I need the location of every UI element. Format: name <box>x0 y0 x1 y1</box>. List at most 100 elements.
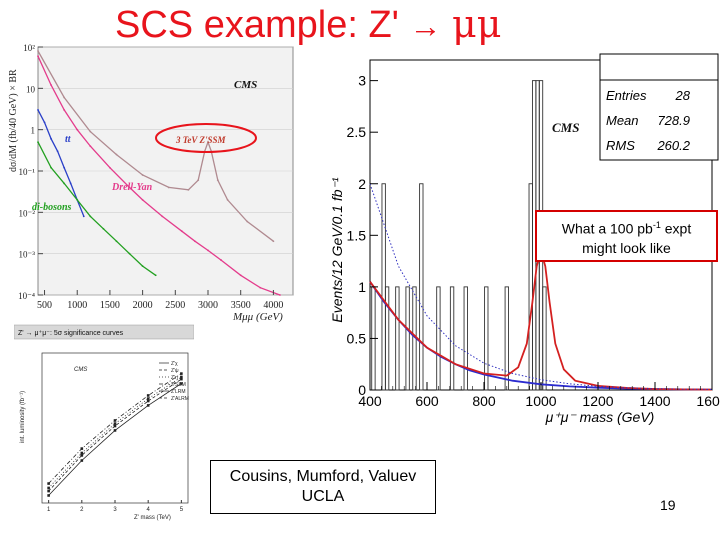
data-point <box>80 447 84 450</box>
annotation-line2: might look like <box>582 239 671 256</box>
data-point <box>154 274 157 277</box>
data-point <box>63 109 66 111</box>
legend-tt: tt <box>65 134 72 145</box>
data-point <box>69 182 72 185</box>
data-point <box>246 220 249 223</box>
rt-x-axis-label: μ⁺μ⁻ mass (GeV) <box>545 409 655 425</box>
data-point <box>180 230 183 233</box>
x-tick-label: 1500 <box>100 300 120 311</box>
y-tick-label: 10² <box>23 43 35 53</box>
data-point <box>272 240 275 243</box>
legend-di-bosons: di-bosons <box>32 202 72 213</box>
y-tick-label: 1 <box>31 126 36 136</box>
x-tick-label: 2500 <box>165 300 185 311</box>
lb-title: Z' → μ⁺μ⁻: 5σ significance curves <box>18 330 124 337</box>
data-point <box>141 174 144 176</box>
title-prefix: SCS example: Z' <box>115 4 399 46</box>
data-point <box>76 198 79 201</box>
data-point <box>47 486 50 490</box>
y-axis-label: dσ/dM (fb/40 GeV) × BR <box>8 69 19 172</box>
series-di-bosons <box>37 141 157 276</box>
data-point <box>180 372 183 375</box>
significance-curve <box>48 378 182 492</box>
data-point <box>43 121 46 124</box>
rt-y-axis-label: Events/12 GeV/0.1 fb⁻¹ <box>330 177 345 322</box>
data-point <box>89 215 92 218</box>
data-point <box>47 489 50 493</box>
x-tick-label: 400 <box>358 393 382 409</box>
y-tick-label: 1 <box>358 279 366 295</box>
data-point <box>115 240 118 243</box>
stats-mean-label: Mean <box>606 113 639 128</box>
data-point <box>37 109 39 111</box>
histogram-bar <box>395 286 400 391</box>
y-tick-label: 0.5 <box>347 330 367 346</box>
data-point <box>113 419 117 422</box>
data-point <box>50 84 52 86</box>
y-tick-label: 0 <box>358 382 366 398</box>
histogram-bar <box>449 286 455 391</box>
stats-mean-value: 728.9 <box>657 113 690 128</box>
data-point <box>207 141 209 144</box>
x-tick-label: 1 <box>47 507 51 513</box>
arrow-icon: → <box>409 8 442 44</box>
data-point <box>167 186 170 189</box>
y-tick-label: 1.5 <box>347 227 367 243</box>
stats-rms-label: RMS <box>606 138 635 153</box>
data-point <box>194 240 196 243</box>
histogram-bar <box>542 286 547 391</box>
x-tick-label: 4000 <box>263 300 283 311</box>
annotation-ellipse <box>155 123 257 153</box>
x-tick-label: 3500 <box>231 300 251 311</box>
data-point <box>76 128 79 131</box>
y-tick-label: 10 <box>26 84 36 94</box>
stats-box <box>599 53 719 161</box>
data-point <box>50 166 52 169</box>
data-point <box>146 397 150 400</box>
data-point <box>80 451 84 455</box>
y-tick-label: 10⁻³ <box>19 250 36 260</box>
legend-entry: Z'χ <box>171 361 178 367</box>
legend-entry: Z'SSM <box>171 382 186 388</box>
credit-line2: UCLA <box>301 488 345 505</box>
data-point <box>102 227 105 230</box>
data-point <box>80 454 84 457</box>
significance-curve <box>48 376 182 489</box>
histogram-bar <box>405 286 410 391</box>
x-axis-label: Mμμ (GeV) <box>232 311 283 323</box>
cms-label: CMS <box>234 79 257 91</box>
series-drell-yan <box>37 55 281 296</box>
data-point <box>128 252 131 255</box>
legend-entry: Z'LRM <box>171 389 186 395</box>
data-point <box>80 459 84 462</box>
annotation-box: What a 100 pb-1 expt might look like <box>535 210 718 262</box>
legend-entry: Z'ALRM <box>171 396 189 402</box>
y-tick-label: 2.5 <box>347 124 367 140</box>
legend-entry: Z'ψ <box>171 368 179 374</box>
x-tick-label: 2 <box>80 507 84 513</box>
data-point <box>113 424 117 428</box>
credit-line1: Cousins, Mumford, Valuev <box>229 468 417 485</box>
lb-cms-label: CMS <box>74 367 87 373</box>
data-point <box>109 166 111 169</box>
data-point <box>63 182 66 185</box>
data-point <box>207 249 209 252</box>
data-point <box>259 286 262 289</box>
y-tick-label: 3 <box>358 73 366 89</box>
y-tick-label: 10⁻¹ <box>19 167 36 177</box>
data-point <box>128 186 131 189</box>
y-tick-label: 10⁻² <box>19 208 36 218</box>
slide-title: SCS example: Z' → μμ <box>115 2 501 47</box>
data-point <box>146 394 150 397</box>
data-point <box>161 215 164 218</box>
data-point <box>180 375 183 379</box>
data-point <box>56 150 59 153</box>
data-point <box>141 198 144 201</box>
data-point <box>115 153 118 156</box>
data-point <box>239 274 242 277</box>
histogram-bar <box>384 286 390 391</box>
x-tick-label: 5 <box>180 507 184 513</box>
page-number: 19 <box>660 497 676 513</box>
